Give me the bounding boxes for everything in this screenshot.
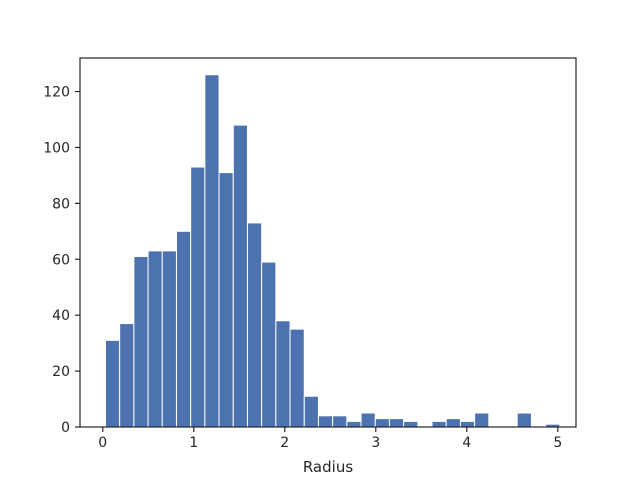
histogram-bar-7 — [204, 74, 220, 428]
y-tick-label: 60 — [52, 252, 70, 268]
histogram-bar-3 — [147, 250, 163, 428]
y-tick-label: 40 — [52, 308, 70, 324]
histogram-bar-24 — [445, 418, 461, 428]
histogram-bar-21 — [403, 420, 419, 428]
histogram-bar-11 — [261, 261, 277, 428]
histogram-bar-6 — [190, 166, 206, 428]
y-tick-label: 0 — [61, 420, 70, 436]
histogram-bar-8 — [218, 172, 234, 428]
x-tick-label: 5 — [553, 435, 562, 451]
y-tick-label: 100 — [43, 140, 70, 156]
x-tick-label: 4 — [462, 435, 471, 451]
histogram-bar-14 — [303, 395, 319, 428]
x-axis-label: Radius — [303, 458, 353, 476]
histogram-bar-9 — [232, 124, 248, 428]
x-tick-label: 3 — [371, 435, 380, 451]
histogram-bar-25 — [459, 420, 476, 428]
histogram-bar-0 — [104, 339, 121, 428]
x-tick-label: 1 — [189, 435, 198, 451]
histogram-bar-10 — [246, 222, 263, 428]
bars-group — [104, 74, 561, 428]
histogram-bar-12 — [275, 320, 291, 428]
y-axis-ticks: 0 20 40 60 80 100 120 — [43, 85, 80, 436]
x-axis-ticks: 0 1 2 3 4 5 — [98, 427, 562, 451]
histogram-bar-19 — [374, 418, 390, 428]
histogram-bar-5 — [175, 230, 192, 428]
histogram-bar-16 — [332, 415, 348, 428]
histogram-bar-17 — [346, 420, 362, 428]
axes-frame — [79, 57, 577, 428]
histogram-bar-26 — [474, 412, 490, 428]
histogram-bar-29 — [516, 412, 532, 428]
y-tick-label: 80 — [52, 196, 70, 212]
y-tick-label: 20 — [52, 364, 70, 380]
histogram-bar-20 — [388, 418, 405, 428]
histogram-bar-13 — [289, 328, 305, 428]
histogram-bar-1 — [119, 323, 135, 428]
histogram-bar-23 — [431, 420, 447, 428]
y-tick-label: 120 — [43, 85, 70, 101]
histogram-bar-18 — [360, 412, 376, 428]
histogram-bar-4 — [161, 250, 177, 428]
histogram-bar-2 — [133, 255, 149, 428]
x-tick-label: 0 — [98, 435, 107, 451]
x-tick-label: 2 — [280, 435, 289, 451]
histogram-bar-15 — [317, 415, 334, 428]
